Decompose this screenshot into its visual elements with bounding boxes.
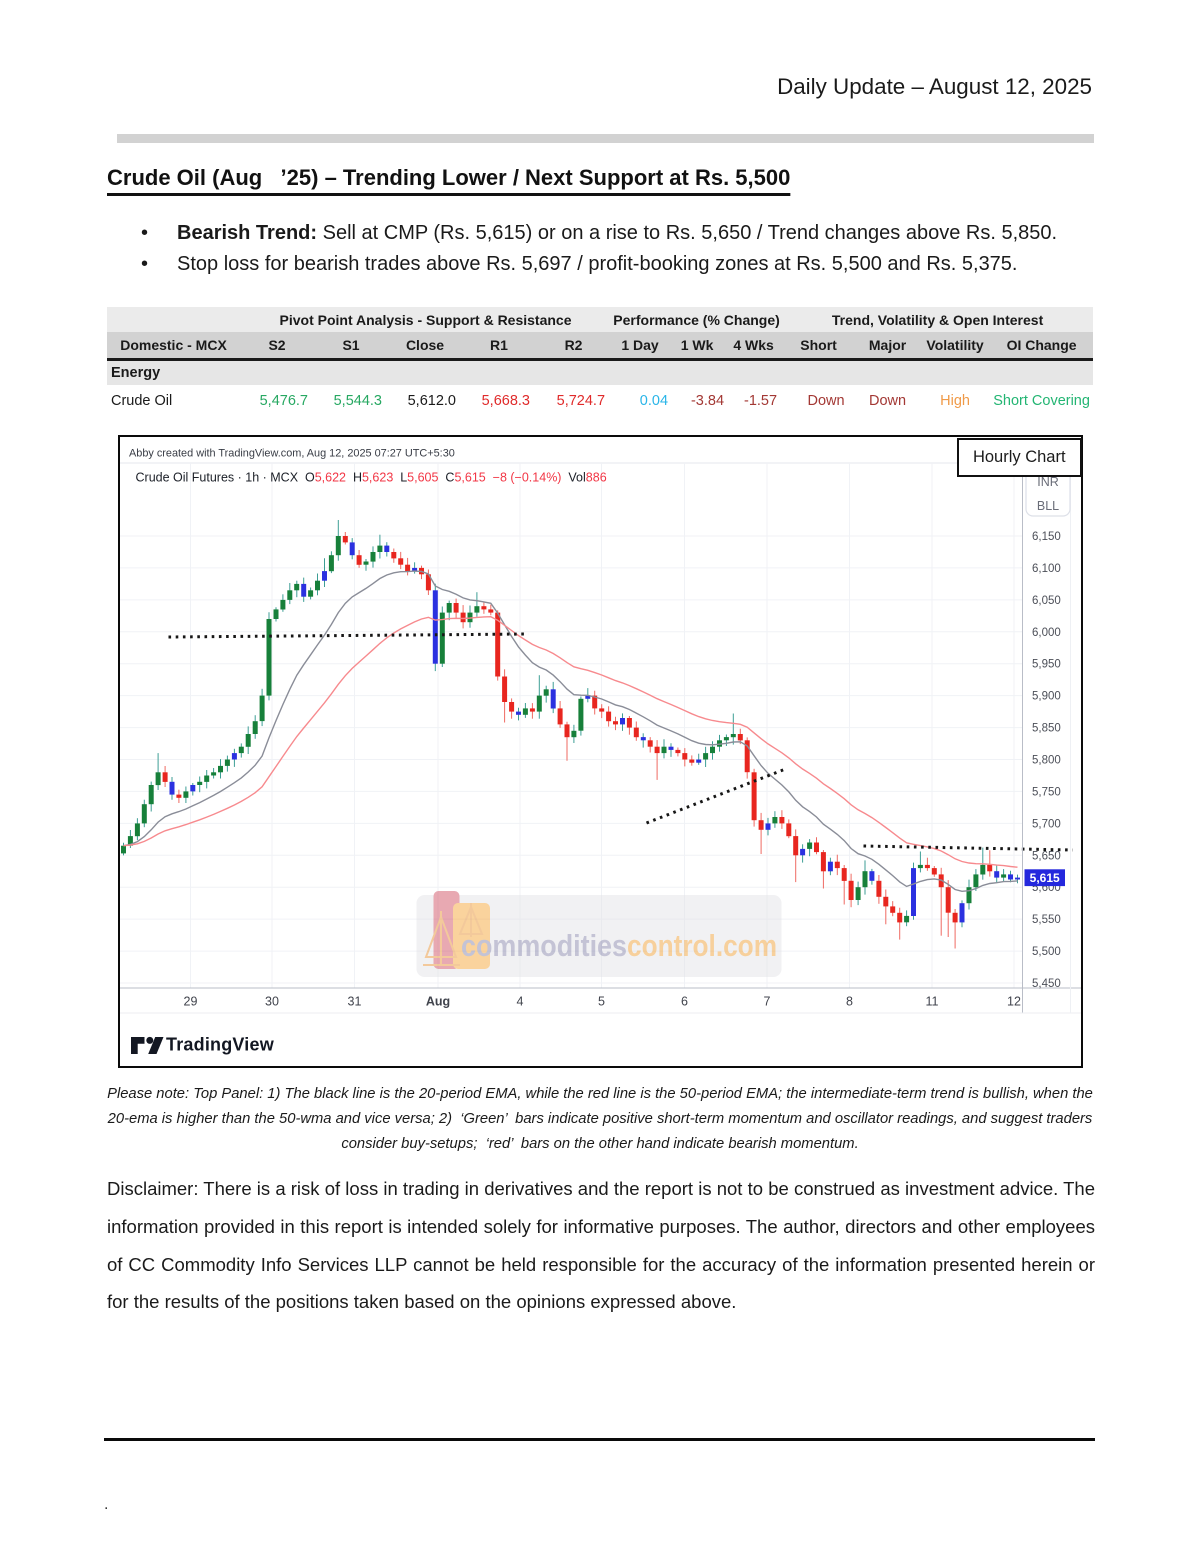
- svg-text:TradingView: TradingView: [166, 1035, 275, 1055]
- svg-text:INR: INR: [1037, 475, 1059, 489]
- svg-text:6,000: 6,000: [1032, 627, 1061, 639]
- svg-text:8: 8: [846, 995, 853, 1009]
- svg-text:5,500: 5,500: [1032, 946, 1061, 958]
- svg-text:commodities: commodities: [461, 928, 627, 963]
- svg-text:BLL: BLL: [1036, 499, 1058, 513]
- svg-text:5,615: 5,615: [1029, 871, 1059, 885]
- svg-text:6,050: 6,050: [1032, 595, 1061, 607]
- svg-text:5,950: 5,950: [1032, 659, 1061, 671]
- svg-text:5,550: 5,550: [1032, 914, 1061, 926]
- svg-text:5,700: 5,700: [1032, 818, 1061, 830]
- svg-text:5: 5: [598, 995, 605, 1009]
- svg-text:control.com: control.com: [627, 928, 777, 963]
- svg-text:5,850: 5,850: [1032, 723, 1061, 735]
- svg-text:11: 11: [925, 995, 938, 1009]
- svg-text:4: 4: [516, 995, 523, 1009]
- svg-text:29: 29: [183, 995, 197, 1009]
- svg-text:Crude Oil Futures · 1h · MCX: Crude Oil Futures · 1h · MCX O5,622 H5,6…: [135, 471, 606, 485]
- svg-text:Abby created with TradingView.: Abby created with TradingView.com, Aug 1…: [129, 448, 455, 460]
- svg-text:5,750: 5,750: [1032, 786, 1061, 798]
- svg-text:5,900: 5,900: [1032, 691, 1061, 703]
- svg-text:30: 30: [265, 995, 279, 1009]
- svg-text:5,800: 5,800: [1032, 755, 1061, 767]
- svg-text:5,650: 5,650: [1032, 850, 1061, 862]
- svg-text:5,450: 5,450: [1032, 978, 1061, 990]
- svg-text:Aug: Aug: [425, 995, 449, 1009]
- svg-text:6,150: 6,150: [1032, 531, 1061, 543]
- svg-text:7: 7: [763, 995, 770, 1009]
- svg-text:12: 12: [1007, 995, 1021, 1009]
- svg-text:31: 31: [347, 995, 361, 1009]
- svg-text:6: 6: [681, 995, 688, 1009]
- svg-text:6,100: 6,100: [1032, 563, 1061, 575]
